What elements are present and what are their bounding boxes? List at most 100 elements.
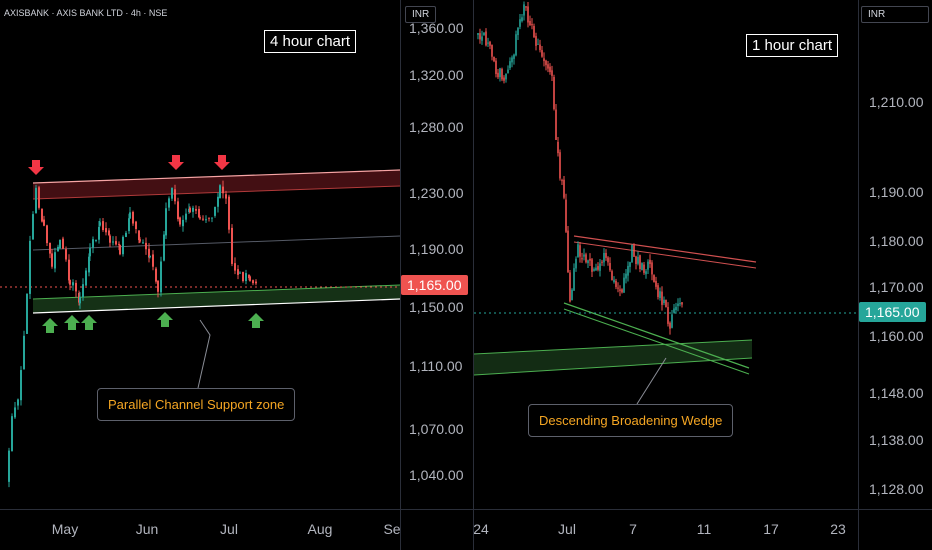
- time-tick: 24: [474, 521, 489, 537]
- candle-body: [479, 33, 481, 40]
- up-arrow-icon: [81, 315, 97, 330]
- candle-body: [647, 261, 649, 270]
- left-chart-title: 4 hour chart: [264, 30, 357, 53]
- price-tick: 1,040.00: [409, 467, 464, 483]
- candle-body: [599, 263, 601, 271]
- candle-body: [529, 21, 531, 26]
- candle-body: [149, 255, 151, 258]
- candle-body: [231, 227, 233, 264]
- left-time-axis[interactable]: May Jun Jul Aug Se: [0, 509, 400, 550]
- candle-body: [531, 24, 533, 26]
- candle-body: [98, 226, 100, 240]
- candle-body: [543, 58, 545, 62]
- right-chart-pane[interactable]: 1 hour chart Descending Broadening Wedge…: [474, 0, 858, 550]
- up-arrow-icon: [157, 312, 173, 327]
- candle-body: [581, 258, 583, 260]
- candle-body: [659, 291, 661, 298]
- candle-body: [595, 267, 597, 271]
- candle-body: [651, 262, 653, 275]
- candle-body: [569, 272, 571, 302]
- left-chart-pane[interactable]: AXISBANK · AXIS BANK LTD · 4h · NSE 4 ho…: [0, 0, 400, 550]
- up-arrow-icon: [64, 315, 80, 330]
- candle-body: [14, 407, 16, 418]
- wedge-upper-line: [573, 235, 757, 263]
- candle-body: [555, 109, 557, 140]
- candle-body: [112, 241, 114, 243]
- current-price-label: 1,165.00: [401, 275, 468, 295]
- channel-midline: [32, 235, 400, 251]
- right-chart-title: 1 hour chart: [746, 34, 839, 57]
- pane-divider[interactable]: [473, 0, 474, 550]
- time-tick: Jul: [558, 521, 576, 537]
- currency-button[interactable]: INR: [405, 6, 437, 23]
- candle-body: [633, 245, 635, 257]
- candle-body: [499, 68, 501, 78]
- price-tick: 1,180.00: [869, 233, 924, 249]
- candle-body: [485, 31, 487, 46]
- candle-body: [8, 450, 10, 482]
- candle-body: [521, 17, 523, 22]
- time-tick: Se: [383, 521, 400, 537]
- candle-body: [177, 201, 179, 220]
- candle-body: [577, 244, 579, 258]
- candle-body: [125, 232, 127, 237]
- currency-button[interactable]: INR: [861, 6, 929, 23]
- candle-body: [619, 289, 621, 291]
- candle-body: [68, 259, 70, 281]
- price-tick: 1,210.00: [869, 94, 924, 110]
- candle-body: [515, 34, 517, 56]
- price-tick: 1,280.00: [409, 119, 464, 135]
- candle-body: [102, 221, 104, 230]
- candle-body: [62, 238, 64, 249]
- candle-body: [108, 230, 110, 236]
- candle-body: [20, 370, 22, 401]
- resistance-line: [32, 169, 400, 184]
- time-tick: Jun: [135, 521, 159, 537]
- candle-body: [242, 271, 244, 282]
- right-price-plot[interactable]: [474, 0, 858, 510]
- candle-body: [607, 257, 609, 263]
- resistance-band: [33, 170, 400, 199]
- candle-body: [148, 248, 150, 258]
- down-arrow-icon: [168, 155, 184, 170]
- candle-body: [195, 209, 197, 211]
- left-price-plot[interactable]: [0, 0, 400, 510]
- candle-body: [557, 141, 559, 154]
- candle-body: [563, 179, 565, 198]
- candle-body: [655, 280, 657, 287]
- candle-body: [118, 243, 120, 245]
- time-tick: Jul: [220, 521, 238, 537]
- time-tick: Aug: [307, 521, 333, 537]
- candle-body: [57, 246, 59, 252]
- candle-body: [677, 303, 679, 306]
- candle-body: [615, 280, 617, 287]
- candle-body: [553, 76, 555, 110]
- support-band: [33, 285, 400, 313]
- candle-body: [601, 261, 603, 263]
- candle-body: [128, 218, 130, 232]
- right-price-axis[interactable]: INR 1,210.00 1,190.00 1,180.00 1,170.00 …: [858, 0, 932, 550]
- candle-body: [505, 73, 507, 80]
- candle-body: [483, 32, 485, 36]
- price-tick: 1,360.00: [409, 20, 464, 36]
- support-band: [474, 340, 752, 375]
- candle-body: [559, 152, 561, 179]
- candle-body: [65, 249, 67, 260]
- candle-body: [163, 234, 165, 261]
- candle-body: [571, 289, 573, 301]
- right-time-axis[interactable]: 24 Jul 7 11 17 23: [474, 509, 858, 550]
- support-line-upper: [32, 284, 400, 300]
- candle-body: [85, 270, 87, 286]
- price-tick: 1,070.00: [409, 421, 464, 437]
- wedge-lower-line: [563, 302, 750, 369]
- candle-body: [603, 252, 605, 263]
- left-price-axis[interactable]: INR 1,360.00 1,320.00 1,280.00 1,230.00 …: [400, 0, 474, 550]
- candle-body: [589, 258, 591, 261]
- candle-body: [38, 187, 40, 208]
- candle-body: [234, 263, 236, 271]
- candle-body: [477, 33, 479, 35]
- candle-body: [119, 245, 121, 255]
- candle-body: [679, 303, 681, 305]
- candle-body: [609, 263, 611, 271]
- candle-body: [145, 242, 147, 250]
